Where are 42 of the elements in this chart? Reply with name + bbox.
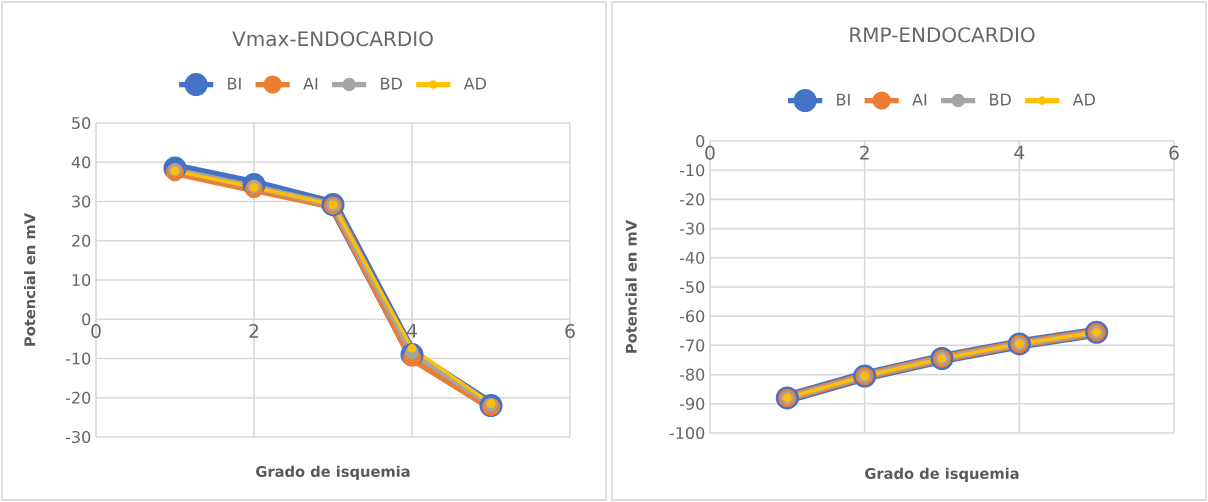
legend-label: AI [303,77,318,90]
y-axis-title: Potencial en mV [625,220,637,353]
y-tick-label: -10 [679,164,705,177]
y-tick-label: -70 [679,339,705,352]
y-tick-label: 50 [72,116,91,130]
y-tick-label: 0 [82,313,91,326]
y-tick-label: -80 [679,368,705,381]
y-tick-label: 40 [71,156,91,169]
y-tick-label: -30 [65,430,91,444]
y-tick-label: -30 [679,222,705,235]
y-axis-title: Potencial en mV [23,213,36,346]
legend-label: BD [990,93,1011,106]
legend-label: AI [912,93,927,106]
x-tick-label: 2 [860,145,869,160]
legend-label: AD [1072,93,1095,106]
x-tick-label: 4 [1014,145,1025,160]
y-tick-label: -10 [65,352,91,365]
y-tick-label: -100 [669,426,705,440]
y-tick-label: -90 [679,397,705,410]
chart-title: Vmax-ENDOCARDIO [232,31,433,47]
x-tick-label: 6 [1169,145,1179,160]
legend-label: BD [381,77,402,90]
x-tick-label: 0 [705,145,715,160]
y-tick-label: 30 [72,195,91,208]
x-tick-label: 0 [91,323,101,339]
y-tick-label: -60 [679,310,705,323]
y-tick-label: -50 [679,280,705,294]
legend-label: BI [228,77,241,90]
x-axis-title: Grado de isquemia [256,465,410,480]
y-tick-label: 0 [696,134,705,148]
x-tick-label: 4 [406,323,417,338]
legend-label: BI [837,93,850,106]
y-tick-label: -20 [679,193,705,206]
y-tick-label: -20 [65,391,91,404]
x-tick-label: 6 [565,323,575,339]
y-tick-label: 20 [72,234,91,247]
x-tick-label: 2 [249,323,259,338]
legend-label: AD [463,77,486,90]
y-tick-label: -40 [679,251,705,264]
chart-title: RMP-ENDOCARDIO [850,27,1035,43]
x-axis-title: Grado de isquemia [865,467,1019,482]
y-tick-label: 10 [72,273,91,287]
